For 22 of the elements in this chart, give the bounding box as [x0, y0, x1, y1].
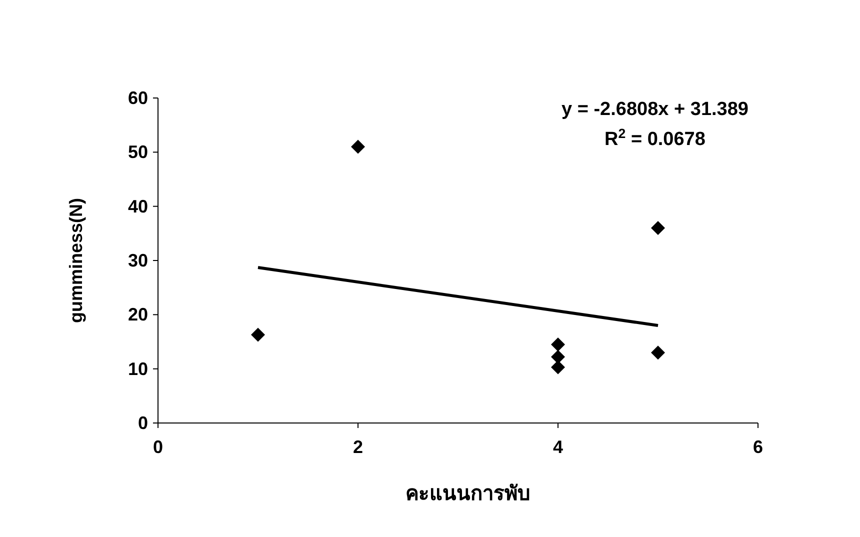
y-tick-label: 10 — [128, 358, 148, 379]
y-tick-label: 0 — [138, 413, 148, 433]
y-axis-title: gumminess(N) — [66, 198, 86, 324]
point — [551, 350, 565, 364]
y-tick-label: 30 — [128, 250, 148, 270]
x-tick-label: 4 — [552, 437, 564, 457]
point — [251, 328, 265, 342]
annotation: y = -2.6808x + 31.389 — [562, 99, 748, 120]
x-tick-label: 2 — [352, 437, 364, 457]
y-tick-label: 20 — [128, 304, 148, 325]
point — [651, 221, 665, 235]
point — [551, 360, 565, 374]
point — [551, 337, 565, 352]
x-tick-label: 6 — [752, 437, 764, 457]
x-axis-title: คะแนนการพับ — [406, 483, 530, 505]
point — [651, 346, 665, 360]
annotation: R$^{2}$ = 0.0678 — [604, 126, 706, 150]
y-tick-label: 40 — [128, 196, 148, 216]
y-tick-label: 50 — [128, 142, 148, 162]
x-tick-label: 0 — [152, 437, 164, 457]
y-tick-label: 60 — [128, 88, 148, 108]
point — [351, 140, 365, 154]
